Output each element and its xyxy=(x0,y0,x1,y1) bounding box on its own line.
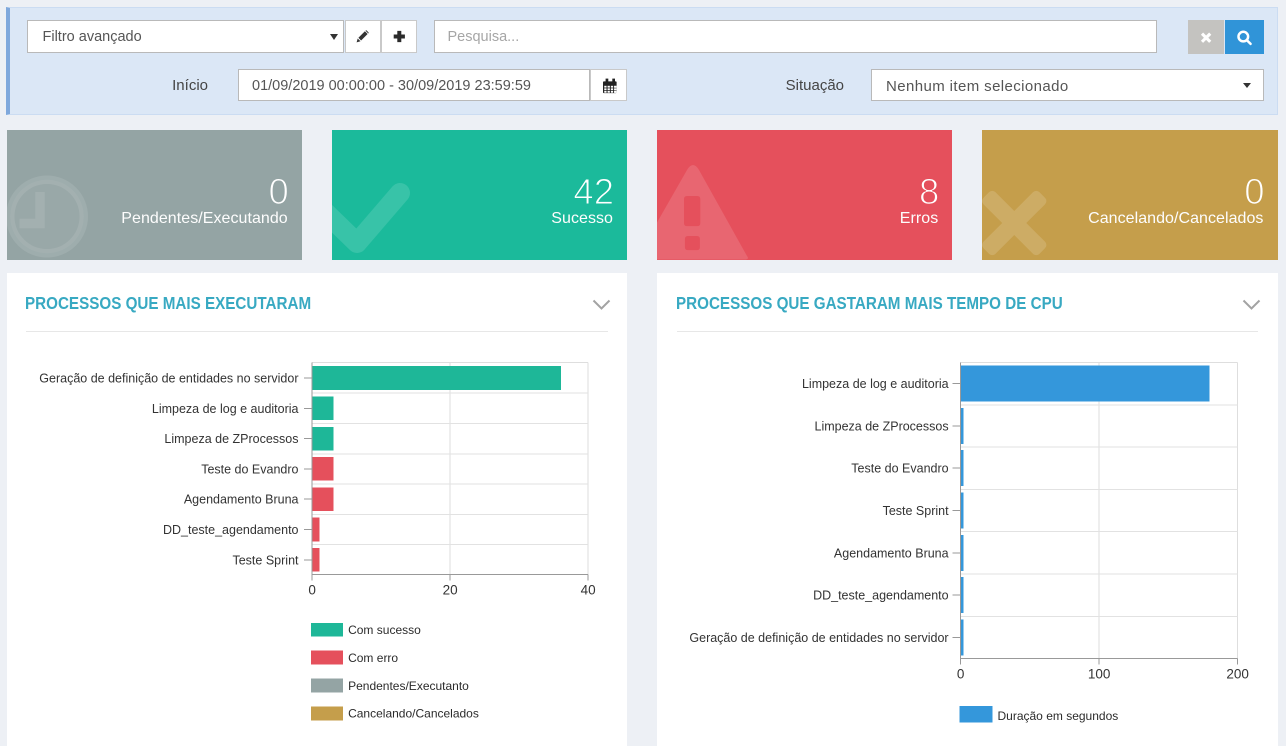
svg-text:Geração de definição de entida: Geração de definição de entidades no ser… xyxy=(689,630,948,644)
svg-text:Teste do Evandro: Teste do Evandro xyxy=(851,461,948,475)
svg-text:Pendentes/Executanto: Pendentes/Executanto xyxy=(348,678,469,692)
svg-text:Duração em segundos: Duração em segundos xyxy=(998,708,1119,722)
svg-text:Com sucesso: Com sucesso xyxy=(348,623,421,637)
svg-text:Limpeza de log e auditoria: Limpeza de log e auditoria xyxy=(151,401,298,415)
svg-text:Limpeza de ZProcessos: Limpeza de ZProcessos xyxy=(164,432,298,446)
svg-text:Teste Sprint: Teste Sprint xyxy=(883,504,950,518)
svg-text:100: 100 xyxy=(1088,666,1111,681)
svg-text:40: 40 xyxy=(580,582,595,597)
svg-text:Agendamento Bruna: Agendamento Bruna xyxy=(183,492,298,506)
svg-text:Geração de definição de entida: Geração de definição de entidades no ser… xyxy=(39,371,298,385)
svg-text:Limpeza de log e auditoria: Limpeza de log e auditoria xyxy=(802,377,949,391)
svg-text:DD_teste_agendamento: DD_teste_agendamento xyxy=(813,588,949,602)
svg-text:Com erro: Com erro xyxy=(348,650,398,664)
svg-text:Teste do Evandro: Teste do Evandro xyxy=(201,462,298,476)
svg-text:Cancelando/Cancelados: Cancelando/Cancelados xyxy=(348,706,479,720)
svg-text:0: 0 xyxy=(957,666,965,681)
svg-text:20: 20 xyxy=(442,582,457,597)
svg-text:Limpeza de ZProcessos: Limpeza de ZProcessos xyxy=(815,419,949,433)
svg-text:Teste Sprint: Teste Sprint xyxy=(232,553,299,567)
svg-text:200: 200 xyxy=(1226,666,1249,681)
svg-text:Agendamento Bruna: Agendamento Bruna xyxy=(834,546,949,560)
svg-text:0: 0 xyxy=(308,582,316,597)
svg-text:DD_teste_agendamento: DD_teste_agendamento xyxy=(162,523,298,537)
